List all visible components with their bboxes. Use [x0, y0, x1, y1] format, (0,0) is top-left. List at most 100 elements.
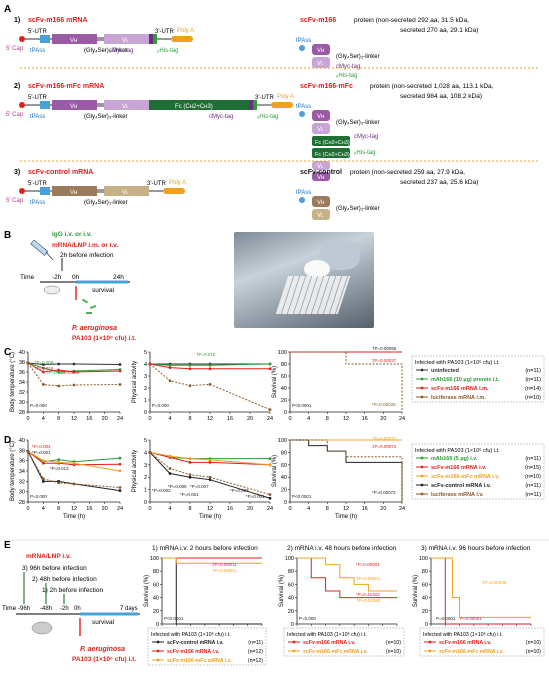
- vh-box: [52, 186, 97, 196]
- legend-title: Infected with PA103 (1×10⁶ cfu) i.t.: [287, 632, 367, 638]
- data-point: [168, 467, 172, 470]
- y-tick-label: 3: [144, 463, 147, 469]
- data-point: [208, 460, 212, 464]
- legend-marker: [420, 386, 424, 390]
- y-tick-label: 100: [150, 556, 159, 562]
- p-value-label: P=0.000: [152, 403, 169, 408]
- legend-n: (n=11): [525, 483, 541, 489]
- p-value-label: ‡P=0.00001: [356, 576, 381, 581]
- legend-n: (n=11): [525, 377, 541, 383]
- x-tick-label: 4: [307, 416, 310, 422]
- data-point: [188, 367, 192, 371]
- data-point: [188, 363, 192, 367]
- bacteria-icon: [81, 298, 97, 314]
- x-tick-label: 16: [362, 506, 368, 512]
- y-axis-label: Survival (%): [413, 575, 419, 607]
- legend-marker: [420, 368, 424, 372]
- data-point: [268, 367, 272, 371]
- data-point: [118, 462, 122, 466]
- data-point: [26, 361, 30, 365]
- data-point: [208, 367, 212, 371]
- y-tick-label: 38: [19, 448, 25, 454]
- data-point: [72, 461, 76, 465]
- protein-fc2-label: Fc (Cʜ2+Cʜ3): [315, 152, 350, 158]
- e-chart-title: 1) mRNA i.v. 2 hours before infection: [152, 545, 258, 552]
- legend-label: scFv-m166 mRNA i.m.: [431, 386, 489, 392]
- legend-n: (n=10): [525, 395, 541, 401]
- y-tick-label: 20: [281, 398, 287, 404]
- y-axis-label: Physical activity: [132, 450, 138, 492]
- x-tick-label: 4: [168, 506, 171, 512]
- series-line: [431, 557, 531, 618]
- p-value-label: †P=0.00072: [372, 436, 397, 441]
- legend-label: scFv-control mRNA i.v.: [167, 640, 224, 646]
- data-point: [208, 478, 212, 482]
- legend-n: (n=10): [525, 474, 541, 480]
- protein-cmyc-label: cMyc-tag: [336, 64, 360, 70]
- fc-box: [149, 100, 249, 110]
- data-point: [41, 477, 45, 481]
- legend-label: uninfected: [431, 368, 459, 374]
- legend-title: Infected with PA103 (1×10⁶ cfu) i.t.: [423, 632, 503, 638]
- p-value-label: ‡P=0.00037: [372, 358, 397, 363]
- cap-icon: [19, 188, 25, 194]
- data-point: [41, 459, 45, 463]
- x-tick-label: 0: [148, 506, 151, 512]
- protein-vh2: [312, 172, 330, 181]
- y-tick-label: 60: [281, 374, 287, 380]
- p-value-label: *P=0.004: [32, 444, 51, 449]
- y-tick-label: 5: [144, 438, 147, 444]
- y-tick-label: 40: [288, 596, 294, 602]
- cap-icon: [19, 102, 25, 108]
- e-mrna-label: mRNA/LNP i.v.: [26, 553, 71, 560]
- cap-icon: [19, 36, 25, 42]
- y-tick-label: 1: [144, 398, 147, 404]
- data-point: [188, 384, 192, 387]
- y-tick-label: 4: [144, 362, 147, 368]
- y-tick-label: 36: [19, 459, 25, 465]
- y-tick-label: 28: [19, 410, 25, 416]
- y-tick-label: 40: [422, 596, 428, 602]
- x-axis-label: Time (h): [199, 514, 221, 520]
- p-value-label: *P=0.005: [168, 484, 187, 489]
- y-axis-label: Survival (%): [272, 455, 278, 487]
- construct-num: 3): [14, 169, 20, 176]
- linker-label: (Gly₄Ser)₃-linker: [84, 200, 128, 206]
- y-tick-label: 2: [144, 475, 147, 481]
- legend-label: scFv-m166-mFc mRNA i.v.: [167, 658, 232, 664]
- vh-label: Vʜ: [70, 190, 77, 196]
- data-point: [118, 369, 122, 373]
- vl-box: [104, 34, 149, 44]
- data-point: [168, 472, 172, 475]
- protein-linker-label: (Gly₄Ser)₃-linker: [336, 120, 380, 126]
- protein-his-label: ₆His-tag: [354, 150, 375, 156]
- cmyc-box: [149, 34, 153, 44]
- protein-tpass-label: tPAss: [296, 190, 311, 196]
- vl-box: [104, 100, 149, 110]
- x-tick-label: 12: [207, 416, 213, 422]
- y-tick-label: 3: [144, 374, 147, 380]
- legend-marker: [420, 395, 424, 399]
- protein-tpass-dot: [299, 111, 305, 117]
- construct-title: scFv-m166-mFc mRNA: [28, 83, 104, 90]
- data-point: [41, 363, 45, 366]
- legend-label: luciferase mRNA i.v.: [431, 492, 484, 498]
- protein-tpass-dot: [299, 45, 305, 51]
- x-tick-label: 20: [102, 416, 108, 422]
- x-tick-label: 4: [307, 506, 310, 512]
- protein-vh2-label: Vʜ: [317, 175, 324, 181]
- legend-n: (n=11): [525, 492, 541, 498]
- protein-vl-label: Vʟ: [317, 61, 324, 67]
- p-value-label: *P=0.001: [246, 494, 265, 499]
- p-value-label: *P=0.001: [180, 492, 199, 497]
- y-tick-label: 60: [422, 582, 428, 588]
- y-tick-label: 30: [19, 400, 25, 406]
- linker-box: [97, 37, 104, 41]
- legend-box: [283, 627, 405, 657]
- legend-marker: [156, 640, 160, 644]
- p-value-label: P=0.000: [299, 616, 316, 621]
- y-tick-label: 0: [284, 500, 287, 506]
- x-axis-label: Time (h): [335, 514, 357, 520]
- e-time-label: Time: [2, 605, 17, 612]
- cap-label: 5' Cap: [6, 198, 24, 204]
